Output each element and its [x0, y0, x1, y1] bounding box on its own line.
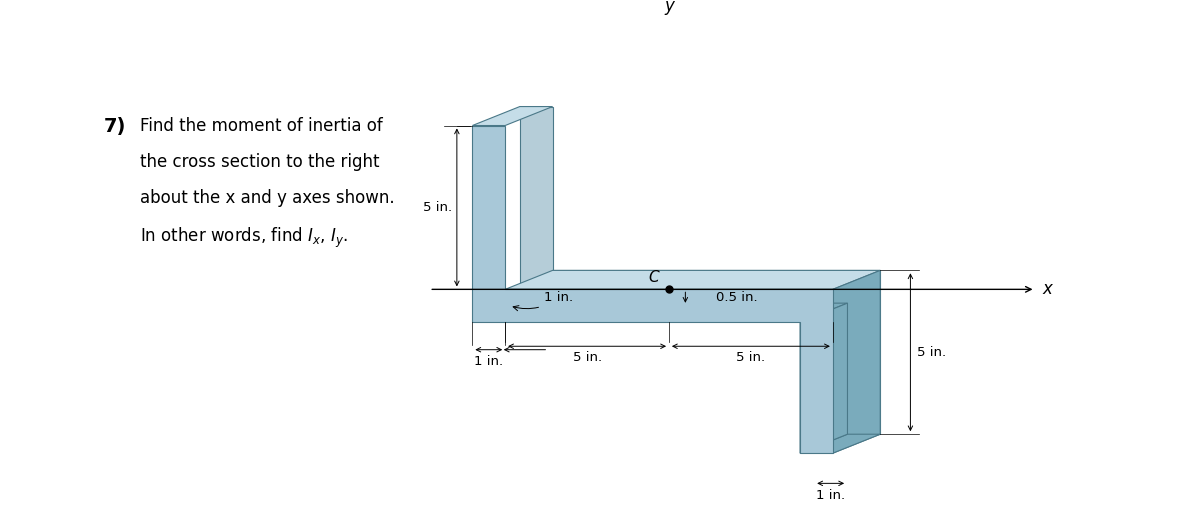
Text: 7): 7) — [104, 117, 126, 136]
Polygon shape — [473, 303, 847, 322]
Text: 5 in.: 5 in. — [572, 351, 601, 365]
Text: x: x — [1043, 281, 1052, 298]
Text: 5 in.: 5 in. — [917, 346, 947, 359]
Polygon shape — [520, 106, 881, 434]
Text: about the x and y axes shown.: about the x and y axes shown. — [140, 189, 395, 207]
Text: Find the moment of inertia of: Find the moment of inertia of — [140, 117, 383, 135]
Text: 5 in.: 5 in. — [422, 201, 451, 214]
Text: In other words, find $I_x$, $I_y$.: In other words, find $I_x$, $I_y$. — [140, 226, 349, 250]
Text: 1 in.: 1 in. — [514, 291, 574, 311]
Text: 1 in.: 1 in. — [474, 355, 503, 368]
Text: 5 in.: 5 in. — [737, 351, 766, 365]
Polygon shape — [800, 434, 881, 453]
Polygon shape — [473, 106, 552, 125]
Text: C: C — [648, 270, 659, 285]
Polygon shape — [800, 303, 847, 453]
Polygon shape — [473, 125, 833, 453]
Polygon shape — [833, 270, 881, 453]
Polygon shape — [505, 270, 881, 289]
Text: 0.5 in.: 0.5 in. — [715, 291, 757, 304]
Text: 1 in.: 1 in. — [816, 488, 845, 502]
Text: y: y — [664, 0, 674, 15]
Text: the cross section to the right: the cross section to the right — [140, 153, 380, 171]
